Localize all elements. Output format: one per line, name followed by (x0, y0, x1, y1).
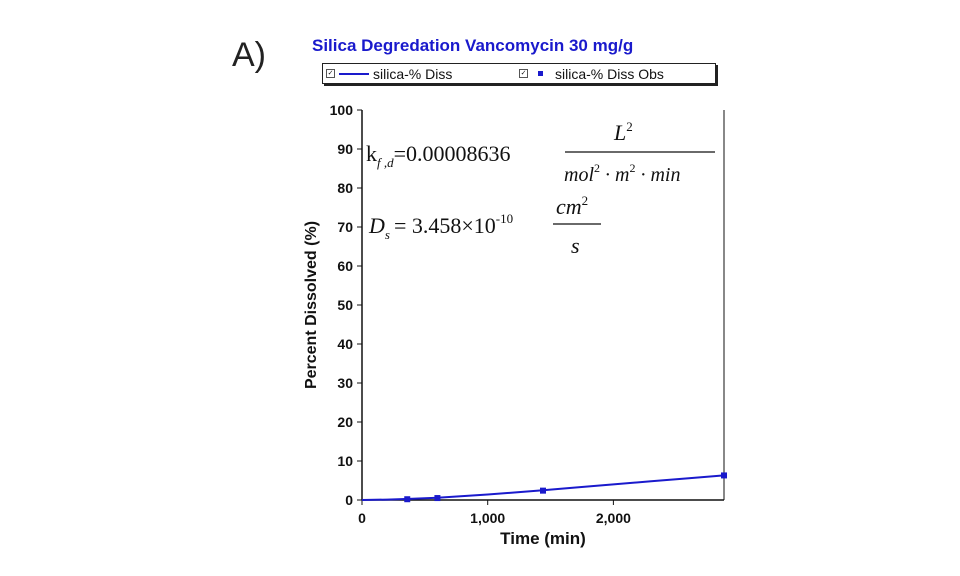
y-axis-label: Percent Dissolved (%) (303, 220, 320, 390)
panel-label: A) (232, 36, 266, 74)
data-point-obs (434, 495, 441, 502)
legend-entry-diss[interactable]: ✓ silica-% Diss (326, 65, 452, 82)
eq2-lhs-sub: s (385, 227, 390, 242)
eq1-den-a: mol (564, 164, 594, 186)
y-tick-label: 100 (330, 102, 354, 118)
x-tick-label: 1,000 (470, 510, 505, 526)
eq1-lhs-sub: f ,d (377, 155, 394, 170)
eq1-lhs: k (366, 141, 377, 166)
legend-checkbox-icon[interactable]: ✓ (326, 69, 335, 78)
y-ticks: 0 10 20 30 40 50 60 70 80 90 100 (330, 102, 362, 508)
y-tick-label: 50 (337, 297, 353, 313)
y-tick-label: 90 (337, 141, 353, 157)
y-tick-label: 70 (337, 219, 353, 235)
y-tick-label: 10 (337, 453, 353, 469)
eq2-lhs: D (368, 213, 385, 238)
series-layer (361, 472, 727, 503)
y-tick-label: 60 (337, 258, 353, 274)
legend-line-swatch (339, 72, 369, 75)
y-tick-label: 30 (337, 375, 353, 391)
data-point-obs (404, 496, 411, 503)
chart-title: Silica Degredation Vancomycin 30 mg/g (312, 36, 634, 55)
y-tick-label: 80 (337, 180, 353, 196)
legend-marker-swatch (538, 71, 543, 76)
eq1-den-sup1: 2 (594, 161, 600, 175)
eq1-den-c: · min (635, 164, 680, 186)
eq1-num: L (613, 120, 626, 145)
svg-text:cm2: cm2 (556, 193, 588, 219)
svg-text:Ds= 3.458×10-10: Ds = 3.458×10-10 (368, 211, 513, 242)
legend-label-diss: silica-% Diss (373, 65, 453, 82)
equation-rate-constant: kf ,d=0.00008636 L2 mol2 · m2 · min (366, 119, 715, 186)
equation-diffusion: Ds = 3.458×10-10 cm2 s (368, 193, 601, 258)
legend-label-obs: silica-% Diss Obs (555, 65, 664, 82)
data-point-obs (721, 472, 727, 479)
y-tick-label: 40 (337, 336, 353, 352)
x-ticks: 0 1,000 2,000 (358, 500, 631, 526)
eq1-den-b: · m (600, 164, 629, 186)
eq1-num-sup: 2 (626, 119, 633, 134)
eq2-num: cm (556, 194, 582, 219)
y-tick-label: 0 (345, 492, 353, 508)
y-tick-label: 20 (337, 414, 353, 430)
eq2-exp: -10 (496, 211, 513, 226)
legend-checkbox-icon[interactable]: ✓ (519, 69, 528, 78)
x-axis-label: Time (min) (500, 529, 586, 548)
eq2-num-sup: 2 (582, 193, 589, 208)
legend-entry-obs[interactable]: ✓ silica-% Diss Obs (519, 65, 664, 82)
eq1-rhs: =0.00008636 (394, 141, 511, 166)
x-tick-label: 2,000 (596, 510, 631, 526)
data-point-obs (540, 487, 546, 494)
eq2-den: s (571, 233, 580, 258)
x-tick-label: 0 (358, 510, 366, 526)
svg-text:L2: L2 (613, 119, 633, 145)
eq2-rhs: = 3.458×10 (394, 213, 496, 238)
svg-text:kf ,d=0.00008636: kf ,d=0.00008636 (366, 141, 511, 170)
series-line-diss (361, 474, 725, 501)
legend: ✓ silica-% Diss ✓ silica-% Diss Obs (322, 63, 716, 84)
svg-text:mol2 · m2 · min: mol2 · m2 · min (564, 161, 680, 186)
eq1-den-sup2: 2 (629, 161, 635, 175)
